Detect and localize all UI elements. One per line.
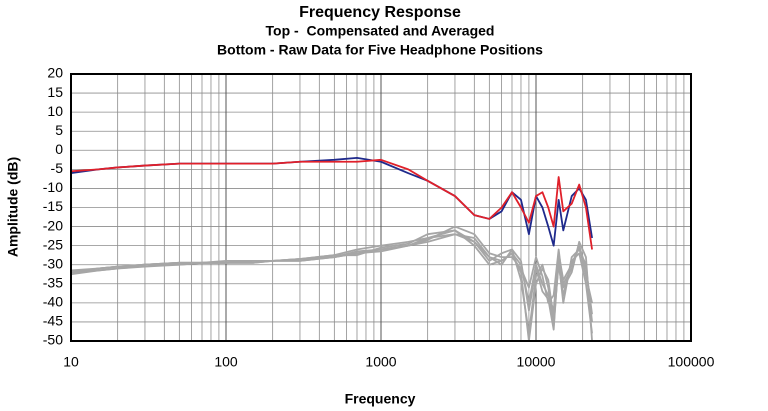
x-tick-label: 1000 bbox=[365, 354, 396, 370]
y-tick-label: -5 bbox=[51, 160, 64, 176]
chart-subtitle: Top - Compensated and Averaged bbox=[266, 23, 495, 39]
y-tick-label: -45 bbox=[43, 313, 63, 329]
series-line bbox=[70, 229, 593, 342]
y-tick-label: -35 bbox=[43, 274, 63, 290]
x-tick-label: 100 bbox=[214, 354, 238, 370]
chart-title: Frequency Response bbox=[299, 4, 461, 21]
y-tick-label: -50 bbox=[43, 332, 63, 348]
y-tick-label: 10 bbox=[47, 103, 63, 119]
x-axis-label: Frequency bbox=[345, 391, 416, 407]
chart-subtitle: Bottom - Raw Data for Five Headphone Pos… bbox=[217, 42, 543, 58]
y-tick-label: 20 bbox=[47, 65, 63, 81]
y-tick-label: -25 bbox=[43, 236, 63, 252]
x-tick-label: 10 bbox=[63, 354, 79, 370]
plot-frame bbox=[70, 73, 692, 342]
y-tick-label: -30 bbox=[43, 255, 63, 271]
y-tick-label: 15 bbox=[47, 84, 63, 100]
x-tick-label: 10000 bbox=[517, 354, 556, 370]
y-tick-label: -40 bbox=[43, 294, 63, 310]
y-tick-label: -20 bbox=[43, 217, 63, 233]
x-tick-label: 100000 bbox=[668, 354, 715, 370]
y-tick-label: -15 bbox=[43, 198, 63, 214]
y-tick-label: 5 bbox=[55, 122, 63, 138]
y-tick-label: 0 bbox=[55, 141, 63, 157]
series-line bbox=[70, 158, 593, 250]
y-axis-label: Amplitude (dB) bbox=[5, 157, 21, 257]
y-tick-label: -10 bbox=[43, 179, 63, 195]
series-line bbox=[70, 233, 593, 331]
series-line bbox=[70, 157, 593, 247]
